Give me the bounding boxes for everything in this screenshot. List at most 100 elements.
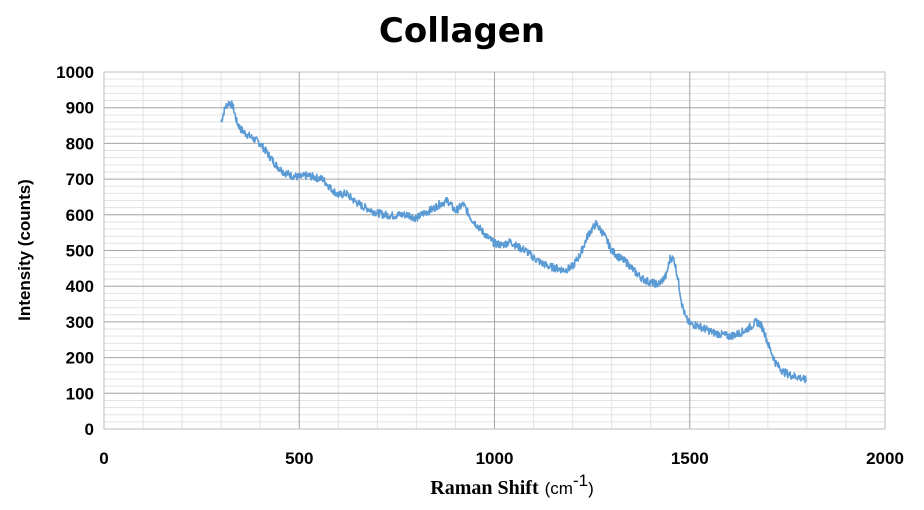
chart-title: Collagen bbox=[379, 11, 545, 51]
data-point bbox=[252, 137, 253, 138]
data-point bbox=[541, 262, 542, 263]
data-point bbox=[603, 234, 604, 235]
data-point bbox=[736, 334, 737, 335]
x-axis-ticks: 0 500 1000 1500 2000 bbox=[99, 449, 904, 468]
data-point bbox=[525, 250, 526, 251]
data-point bbox=[658, 284, 659, 285]
data-point bbox=[369, 209, 370, 210]
y-tick-label: 200 bbox=[66, 349, 94, 368]
data-point bbox=[361, 205, 362, 206]
x-tick-label: 1000 bbox=[476, 449, 514, 468]
series-group bbox=[220, 100, 808, 384]
data-point bbox=[666, 275, 667, 276]
x-tick-label: 1500 bbox=[671, 449, 709, 468]
data-point bbox=[580, 253, 581, 254]
data-point bbox=[759, 323, 760, 324]
data-point bbox=[431, 209, 432, 210]
y-tick-label: 300 bbox=[66, 313, 94, 332]
x-tick-label: 0 bbox=[99, 449, 108, 468]
x-tick-label: 500 bbox=[285, 449, 313, 468]
data-point bbox=[681, 303, 682, 304]
data-point bbox=[677, 278, 678, 279]
data-point bbox=[314, 177, 315, 178]
x-axis-label-text: Raman Shift bbox=[430, 477, 539, 499]
data-point bbox=[260, 143, 261, 144]
data-point bbox=[416, 218, 417, 219]
data-point bbox=[400, 214, 401, 215]
data-point bbox=[494, 243, 495, 244]
data-point bbox=[556, 268, 557, 269]
data-point bbox=[744, 330, 745, 331]
data-point bbox=[705, 328, 706, 329]
data-point bbox=[767, 343, 768, 344]
x-tick-label: 2000 bbox=[866, 449, 904, 468]
data-point bbox=[306, 175, 307, 176]
data-point bbox=[236, 121, 237, 122]
data-point bbox=[650, 282, 651, 283]
data-point bbox=[275, 164, 276, 165]
data-point bbox=[283, 171, 284, 172]
data-point bbox=[634, 271, 635, 272]
data-point bbox=[424, 212, 425, 213]
data-point bbox=[549, 266, 550, 267]
data-point bbox=[221, 121, 222, 122]
y-tick-label: 800 bbox=[66, 134, 94, 153]
data-point bbox=[670, 257, 671, 258]
data-point bbox=[232, 105, 233, 106]
data-point bbox=[588, 234, 589, 235]
data-point bbox=[806, 380, 807, 381]
data-point bbox=[510, 241, 511, 242]
data-point bbox=[439, 203, 440, 204]
data-point bbox=[713, 332, 714, 333]
data-point bbox=[330, 187, 331, 188]
data-point bbox=[517, 246, 518, 247]
data-point bbox=[322, 179, 323, 180]
data-point bbox=[756, 321, 757, 322]
data-point bbox=[775, 362, 776, 363]
y-tick-label: 0 bbox=[85, 420, 94, 439]
data-point bbox=[611, 250, 612, 251]
y-axis-label: Intensity (counts) bbox=[15, 179, 34, 321]
data-point bbox=[291, 175, 292, 176]
x-axis-unit-close: ) bbox=[588, 479, 594, 498]
data-point bbox=[627, 262, 628, 263]
data-point bbox=[728, 336, 729, 337]
plot-area-border bbox=[103, 71, 886, 430]
data-point bbox=[346, 193, 347, 194]
y-tick-label: 900 bbox=[66, 99, 94, 118]
data-point bbox=[455, 211, 456, 212]
series-line bbox=[220, 100, 808, 384]
data-point bbox=[572, 266, 573, 267]
data-point bbox=[267, 154, 268, 155]
data-point bbox=[377, 212, 378, 213]
data-point bbox=[408, 214, 409, 215]
y-axis-ticks: 0 100 200 300 400 500 600 700 800 900 1000 bbox=[56, 63, 94, 439]
data-point bbox=[763, 330, 764, 331]
y-tick-label: 400 bbox=[66, 277, 94, 296]
y-tick-label: 1000 bbox=[56, 63, 94, 82]
data-point bbox=[783, 371, 784, 372]
data-point bbox=[689, 323, 690, 324]
data-point bbox=[240, 129, 241, 130]
data-point bbox=[338, 195, 339, 196]
x-axis-unit-superscript: -1 bbox=[573, 471, 588, 490]
data-point bbox=[447, 200, 448, 201]
data-point bbox=[533, 257, 534, 258]
data-point bbox=[685, 318, 686, 319]
data-point bbox=[642, 278, 643, 279]
y-tick-label: 700 bbox=[66, 170, 94, 189]
data-point bbox=[385, 214, 386, 215]
data-point bbox=[486, 236, 487, 237]
y-tick-label: 600 bbox=[66, 206, 94, 225]
data-point bbox=[353, 200, 354, 201]
data-point bbox=[463, 203, 464, 204]
y-tick-label: 500 bbox=[66, 242, 94, 261]
data-point bbox=[392, 215, 393, 216]
data-point bbox=[502, 245, 503, 246]
x-axis-label: Raman Shift (cm-1) bbox=[430, 471, 593, 499]
data-point bbox=[619, 257, 620, 258]
data-point bbox=[752, 325, 753, 326]
data-point bbox=[299, 177, 300, 178]
data-point bbox=[564, 270, 565, 271]
